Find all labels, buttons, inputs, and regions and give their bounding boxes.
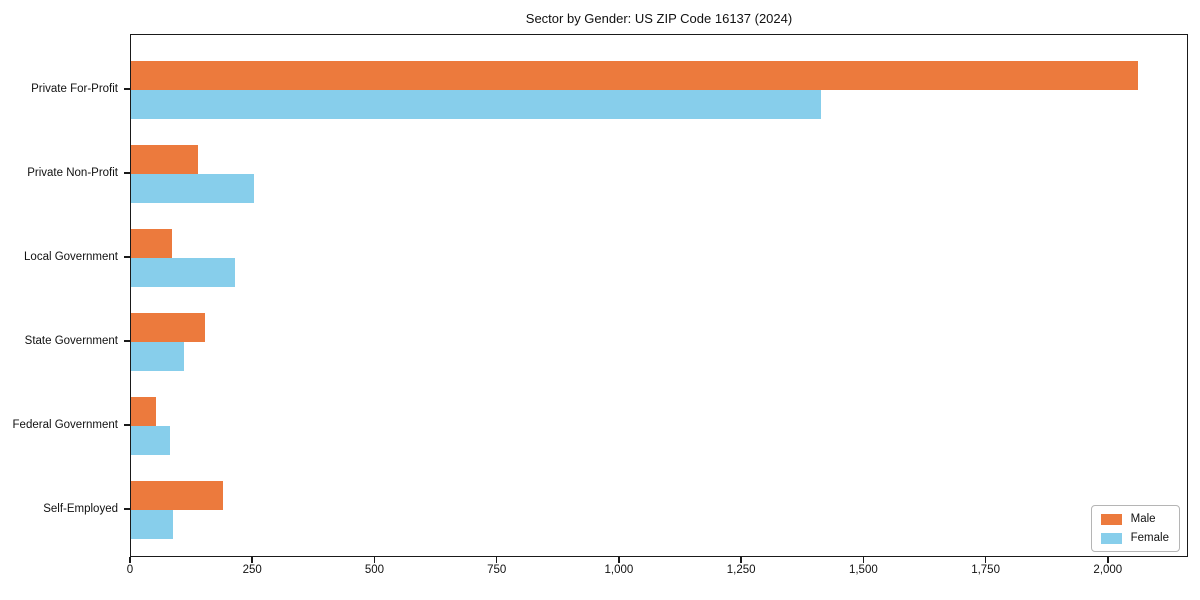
x-tick-mark	[129, 557, 131, 563]
bar-male-private-non-profit	[131, 145, 198, 174]
x-tick-label: 250	[242, 564, 262, 576]
bar-female-local-government	[131, 258, 236, 287]
legend: Male Female	[1090, 505, 1180, 552]
x-tick-label: 1,500	[848, 564, 878, 576]
x-tick-mark	[862, 557, 865, 563]
y-tick-mark	[124, 256, 130, 258]
bar-female-federal-government	[131, 426, 171, 455]
legend-label: Male	[1130, 513, 1156, 525]
y-tick-label: State Government	[24, 335, 118, 347]
legend-swatch-icon	[1100, 532, 1122, 544]
plot-area: Male Female	[130, 34, 1188, 557]
bar-male-self-employed	[131, 481, 224, 510]
chart-title: Sector by Gender: US ZIP Code 16137 (202…	[525, 11, 793, 26]
bar-female-state-government	[131, 342, 185, 371]
y-tick-label: Private Non-Profit	[27, 167, 118, 179]
x-tick-label: 0	[126, 564, 134, 576]
y-tick-mark	[124, 424, 130, 426]
x-tick-mark	[495, 557, 498, 563]
bar-male-state-government	[131, 313, 206, 342]
y-tick-mark	[124, 172, 130, 174]
x-tick-label: 1,000	[604, 564, 634, 576]
x-tick-mark	[984, 557, 987, 563]
x-tick-label: 500	[364, 564, 385, 576]
x-tick-mark	[251, 557, 253, 563]
y-tick-label: Local Government	[24, 251, 118, 263]
legend-item-male: Male	[1100, 513, 1169, 525]
bar-male-local-government	[131, 229, 173, 258]
y-tick-mark	[124, 340, 130, 342]
legend-label: Female	[1130, 532, 1169, 544]
y-tick-label: Self-Employed	[43, 503, 118, 515]
bar-female-self-employed	[131, 510, 173, 539]
x-tick-mark	[1107, 557, 1109, 563]
y-tick-mark	[124, 88, 130, 90]
x-tick-label: 2,000	[1093, 564, 1123, 576]
bar-female-private-non-profit	[131, 174, 255, 203]
bar-male-private-for-profit	[131, 61, 1139, 90]
legend-swatch-icon	[1100, 513, 1122, 525]
x-tick-label: 1,750	[971, 564, 1000, 576]
y-tick-label: Federal Government	[12, 419, 118, 431]
x-tick-label: 1,250	[726, 564, 756, 576]
x-tick-label: 750	[487, 564, 507, 576]
x-tick-mark	[618, 557, 620, 563]
y-tick-mark	[124, 508, 130, 510]
x-tick-mark	[373, 557, 376, 563]
bar-male-federal-government	[131, 397, 156, 426]
y-tick-label: Private For-Profit	[31, 83, 118, 95]
x-tick-mark	[740, 557, 742, 563]
legend-item-female: Female	[1100, 532, 1169, 544]
bar-female-private-for-profit	[131, 90, 822, 119]
